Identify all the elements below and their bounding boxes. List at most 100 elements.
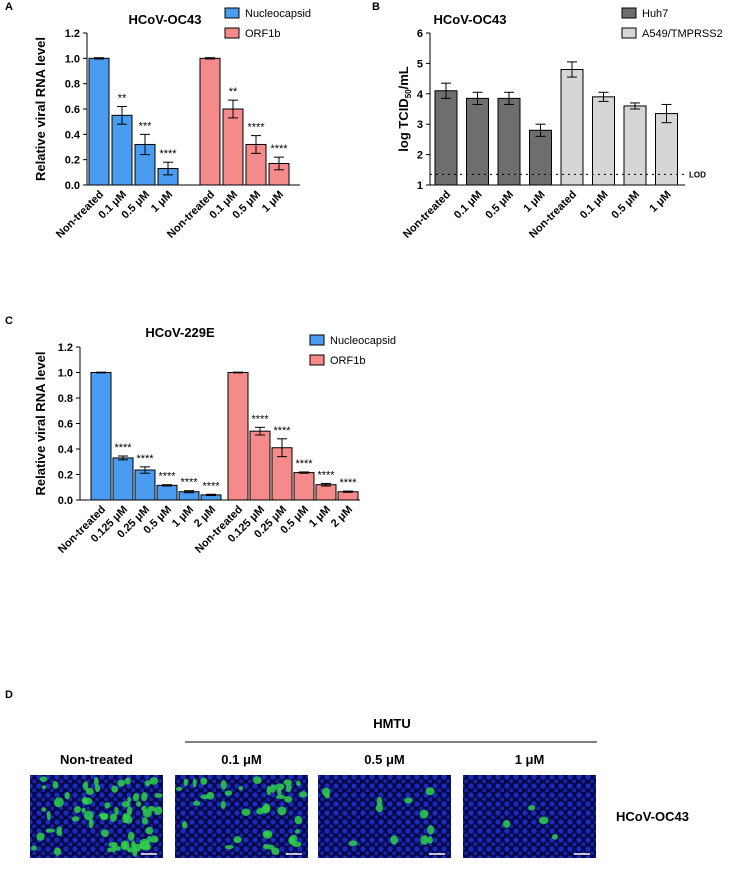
y-tick-label: 1.0: [65, 53, 80, 65]
infected-cell: [74, 806, 81, 814]
infected-cell: [121, 800, 131, 808]
infected-cell: [183, 778, 189, 787]
infected-cell: [256, 808, 264, 815]
infected-cell: [376, 796, 383, 807]
bar: [156, 484, 178, 501]
y-tick-label: 6: [417, 28, 423, 40]
significance: ****: [251, 413, 269, 425]
bar: [249, 430, 271, 501]
infected-cell: [291, 841, 302, 848]
infected-cell: [107, 847, 113, 853]
legend-swatch: [224, 27, 240, 39]
infected-cell: [238, 785, 244, 791]
infected-cell: [39, 776, 48, 782]
y-tick-label: 0.6: [58, 419, 73, 431]
y-tick-label: 0.4: [58, 444, 74, 456]
infected-cell: [192, 778, 197, 788]
infected-cell: [85, 787, 94, 796]
infected-cell: [427, 825, 435, 835]
infected-cell: [82, 781, 89, 791]
infected-cell: [132, 847, 138, 857]
y-axis-label-part: log TCID: [396, 98, 411, 151]
infected-cell: [94, 784, 101, 792]
y-tick-label: 0.8: [58, 393, 73, 405]
infected-cell: [117, 779, 126, 787]
y-tick-label: 0.2: [65, 155, 80, 167]
infected-cell: [127, 831, 135, 841]
infected-cell: [71, 816, 80, 822]
x-tick-label: 1 μM: [149, 189, 175, 215]
condition-label: 0.5 μM: [364, 752, 404, 767]
significance: ****: [273, 425, 291, 437]
legend-label: A549/TMPRSS2: [642, 28, 723, 40]
legend-label: Nucleocapsid: [245, 8, 311, 20]
infected-cell: [52, 780, 59, 789]
significance: ****: [158, 471, 176, 483]
infected-cell: [139, 838, 150, 849]
infected-cell: [277, 787, 282, 797]
infected-cell: [224, 845, 234, 850]
y-tick-label: 0.4: [65, 129, 81, 141]
legend-swatch: [621, 7, 637, 19]
infected-cell: [141, 817, 148, 825]
infected-cell: [427, 836, 433, 844]
infected-cell: [324, 794, 330, 799]
bar: [134, 469, 156, 501]
infected-cell: [252, 776, 262, 784]
legend-swatch: [224, 7, 240, 19]
y-tick-label: 0.2: [58, 470, 73, 482]
infected-cell: [294, 815, 303, 825]
y-axis-label-part: Relative viral RNA level: [33, 37, 48, 181]
significance: ***: [139, 120, 153, 132]
bar: [112, 457, 134, 501]
infected-cell: [538, 816, 549, 825]
significance: ****: [180, 477, 198, 489]
infected-cell: [277, 806, 287, 816]
infected-cell: [552, 834, 558, 840]
infected-cell: [241, 808, 251, 816]
x-tick-label: 1 μM: [647, 189, 673, 215]
infected-cell: [141, 791, 148, 802]
infected-cell: [285, 782, 292, 793]
infected-cell: [98, 812, 109, 818]
infected-cell: [108, 841, 118, 848]
micrographs: [30, 775, 596, 858]
infected-cell: [93, 776, 99, 787]
significance: **: [229, 86, 238, 98]
x-tick-label: 2 μM: [329, 504, 355, 530]
bar: [560, 68, 584, 186]
infected-cell: [144, 780, 151, 787]
legend-label: ORF1b: [330, 355, 365, 367]
bar: [222, 108, 244, 186]
infected-cell: [193, 800, 201, 806]
infected-cell: [120, 840, 130, 851]
infected-cell: [283, 779, 292, 786]
y-axis-label: Relative viral RNA level: [33, 37, 48, 181]
bar: [529, 129, 552, 186]
lod-label: LOD: [689, 170, 706, 179]
infected-cell: [81, 807, 86, 813]
significance: ****: [295, 458, 313, 470]
condition-label: 0.1 μM: [221, 752, 261, 767]
y-tick-label: 1.0: [58, 368, 73, 380]
significance: ****: [247, 122, 265, 134]
infected-cell: [348, 840, 358, 847]
infected-cell: [126, 847, 134, 853]
x-tick-label: 1 μM: [521, 189, 547, 215]
infected-cell: [145, 826, 154, 835]
y-axis-label-part: Relative viral RNA level: [33, 351, 48, 495]
infected-cell: [56, 826, 63, 833]
infected-cell: [528, 805, 536, 811]
infected-cell: [64, 792, 70, 800]
infected-cell: [53, 847, 62, 856]
bar: [90, 372, 112, 501]
infected-cell: [502, 820, 511, 828]
bar: [293, 472, 315, 501]
legend-label: Huh7: [642, 8, 668, 20]
infected-cell: [83, 800, 88, 805]
panel-label: D: [5, 689, 13, 701]
infected-cell: [181, 821, 188, 829]
significance: ****: [202, 480, 220, 492]
infected-cell: [274, 783, 285, 791]
infected-cell: [390, 835, 399, 845]
